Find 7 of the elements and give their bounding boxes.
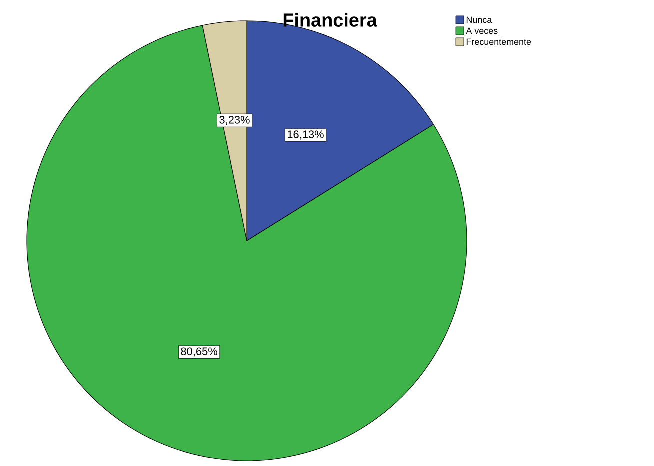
legend-label: Nunca: [466, 16, 492, 24]
data-label: 80,65%: [181, 348, 218, 357]
legend-label: A veces: [466, 28, 498, 34]
chart-title: Financiera: [284, 13, 378, 27]
data-label: 16,13%: [288, 130, 324, 140]
legend-label: Frecuentemente: [466, 38, 532, 46]
data-label: 3,23%: [220, 116, 250, 126]
